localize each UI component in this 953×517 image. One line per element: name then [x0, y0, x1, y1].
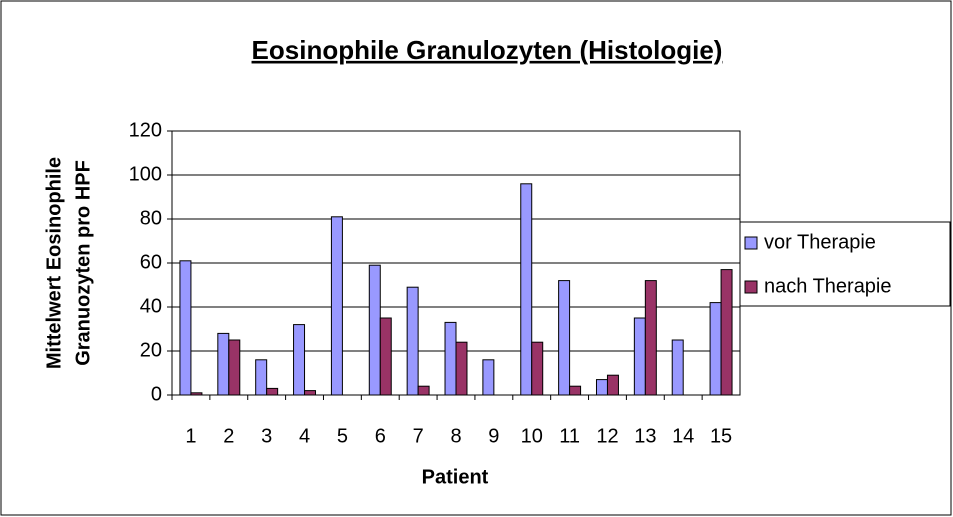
x-tick-label: 6: [375, 425, 386, 447]
bar: [368, 264, 381, 396]
y-tick-label: 40: [140, 295, 162, 317]
x-tick-label: 3: [261, 425, 272, 447]
x-axis-title: Patient: [422, 466, 489, 488]
bar: [228, 339, 241, 396]
bar: [406, 286, 419, 396]
y-axis-title: Granuozyten pro HPF: [72, 160, 94, 366]
x-tick-label: 15: [710, 425, 732, 447]
y-tick-label: 0: [151, 383, 162, 405]
y-tick-label: 20: [140, 339, 162, 361]
bar: [293, 324, 306, 396]
x-tick-label: 9: [488, 425, 499, 447]
x-tick-label: 2: [223, 425, 234, 447]
y-tick-label: 60: [140, 251, 162, 273]
bar: [531, 341, 544, 396]
bar: [179, 260, 192, 396]
bar: [304, 390, 317, 396]
bar: [595, 379, 608, 396]
bar: [330, 216, 343, 396]
x-tick-label: 12: [596, 425, 618, 447]
bar: [482, 359, 495, 396]
bar: [671, 339, 684, 396]
y-tick-label: 80: [140, 207, 162, 229]
bar: [455, 341, 468, 396]
x-tick-label: 13: [634, 425, 656, 447]
chart-title: Eosinophile Granulozyten (Histologie): [252, 35, 723, 65]
bar: [417, 385, 430, 396]
x-tick-label: 1: [185, 425, 196, 447]
bar: [190, 392, 203, 396]
bar: [379, 317, 392, 396]
legend-label: nach Therapie: [764, 275, 892, 297]
x-tick-label: 8: [450, 425, 461, 447]
bar: [558, 280, 571, 396]
bar: [569, 385, 582, 396]
x-tick-label: 14: [672, 425, 694, 447]
bar: [444, 321, 457, 396]
x-tick-label: 4: [299, 425, 310, 447]
bar: [709, 302, 722, 396]
legend-label: vor Therapie: [764, 231, 876, 253]
legend-swatch: [744, 280, 758, 294]
y-tick-label: 100: [129, 163, 162, 185]
x-tick-label: 5: [337, 425, 348, 447]
x-tick-label: 10: [521, 425, 543, 447]
bar: [255, 359, 268, 396]
legend-swatch: [744, 236, 758, 250]
x-tick-label: 7: [413, 425, 424, 447]
bar: [606, 374, 619, 396]
y-tick-label: 120: [129, 119, 162, 141]
bar: [720, 269, 733, 396]
x-tick-label: 11: [559, 425, 580, 447]
bar: [266, 387, 279, 396]
bar: [217, 332, 230, 396]
legend-box: [736, 221, 951, 307]
bar: [633, 317, 646, 396]
bar: [644, 280, 657, 396]
bar: [520, 183, 533, 396]
y-axis-title: Mittelwert Eosinophile: [43, 157, 65, 369]
